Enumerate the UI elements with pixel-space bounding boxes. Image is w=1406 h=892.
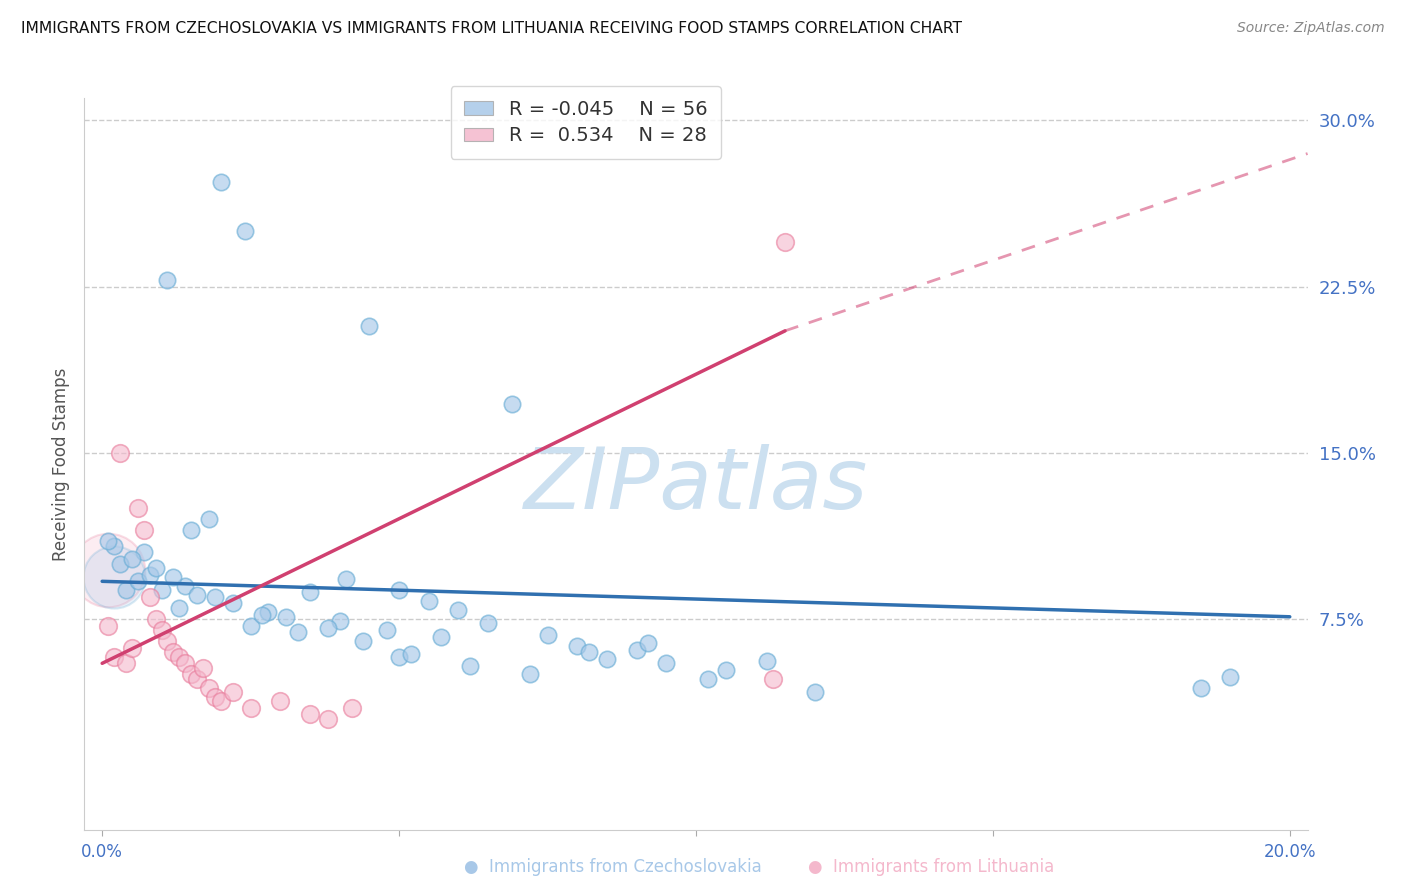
- Point: [1219, 670, 1241, 684]
- Point: [714, 663, 737, 677]
- Point: [138, 590, 160, 604]
- Point: [352, 634, 374, 648]
- Point: [150, 623, 173, 637]
- Point: [132, 524, 155, 538]
- Point: [204, 690, 226, 704]
- Point: [388, 649, 411, 664]
- Point: [567, 639, 589, 653]
- Point: [578, 645, 600, 659]
- Point: [103, 539, 125, 553]
- Point: [222, 597, 245, 611]
- Point: [121, 640, 143, 655]
- Point: [447, 603, 470, 617]
- Point: [209, 694, 232, 708]
- Point: [388, 583, 411, 598]
- Point: [239, 700, 262, 714]
- Point: [145, 612, 167, 626]
- Point: [186, 588, 208, 602]
- Point: [127, 501, 149, 516]
- Point: [269, 694, 291, 708]
- Legend: R = -0.045    N = 56, R =  0.534    N = 28: R = -0.045 N = 56, R = 0.534 N = 28: [450, 86, 721, 159]
- Point: [169, 649, 191, 664]
- Point: [97, 563, 120, 577]
- Point: [156, 634, 179, 648]
- Point: [204, 590, 226, 604]
- Point: [97, 618, 120, 632]
- Point: [156, 273, 179, 287]
- Point: [316, 712, 339, 726]
- Point: [191, 661, 214, 675]
- Text: IMMIGRANTS FROM CZECHOSLOVAKIA VS IMMIGRANTS FROM LITHUANIA RECEIVING FOOD STAMP: IMMIGRANTS FROM CZECHOSLOVAKIA VS IMMIGR…: [21, 21, 962, 36]
- Text: ZIPatlas: ZIPatlas: [524, 444, 868, 527]
- Point: [233, 224, 256, 238]
- Point: [198, 512, 221, 526]
- Text: ●  Immigrants from Lithuania: ● Immigrants from Lithuania: [808, 858, 1054, 876]
- Point: [626, 643, 648, 657]
- Point: [276, 609, 298, 624]
- Point: [162, 645, 184, 659]
- Point: [298, 707, 321, 722]
- Point: [174, 657, 197, 671]
- Point: [501, 397, 523, 411]
- Point: [115, 657, 138, 671]
- Point: [222, 685, 245, 699]
- Point: [519, 667, 541, 681]
- Point: [150, 583, 173, 598]
- Text: ●  Immigrants from Czechoslovakia: ● Immigrants from Czechoslovakia: [464, 858, 762, 876]
- Point: [180, 524, 202, 538]
- Point: [257, 605, 280, 619]
- Point: [287, 625, 309, 640]
- Point: [335, 572, 357, 586]
- Point: [1189, 681, 1212, 695]
- Point: [696, 672, 718, 686]
- Point: [127, 574, 149, 589]
- Point: [418, 594, 440, 608]
- Point: [132, 545, 155, 559]
- Point: [359, 319, 381, 334]
- Point: [239, 618, 262, 632]
- Text: Source: ZipAtlas.com: Source: ZipAtlas.com: [1237, 21, 1385, 35]
- Point: [115, 583, 138, 598]
- Point: [103, 649, 125, 664]
- Y-axis label: Receiving Food Stamps: Receiving Food Stamps: [52, 368, 70, 560]
- Point: [375, 623, 398, 637]
- Point: [477, 616, 499, 631]
- Point: [108, 557, 131, 571]
- Point: [596, 652, 619, 666]
- Point: [162, 570, 184, 584]
- Point: [108, 446, 131, 460]
- Point: [145, 561, 167, 575]
- Point: [103, 570, 125, 584]
- Point: [298, 585, 321, 599]
- Point: [756, 654, 779, 668]
- Point: [198, 681, 221, 695]
- Point: [97, 534, 120, 549]
- Point: [138, 567, 160, 582]
- Point: [174, 579, 197, 593]
- Point: [536, 627, 558, 641]
- Point: [316, 621, 339, 635]
- Point: [340, 700, 363, 714]
- Point: [169, 601, 191, 615]
- Point: [399, 648, 422, 662]
- Point: [460, 658, 482, 673]
- Point: [121, 552, 143, 566]
- Point: [803, 685, 825, 699]
- Point: [762, 672, 785, 686]
- Point: [209, 175, 232, 189]
- Point: [637, 636, 659, 650]
- Point: [186, 672, 208, 686]
- Point: [180, 667, 202, 681]
- Point: [252, 607, 274, 622]
- Point: [429, 630, 451, 644]
- Point: [329, 614, 352, 628]
- Point: [773, 235, 796, 250]
- Point: [655, 657, 678, 671]
